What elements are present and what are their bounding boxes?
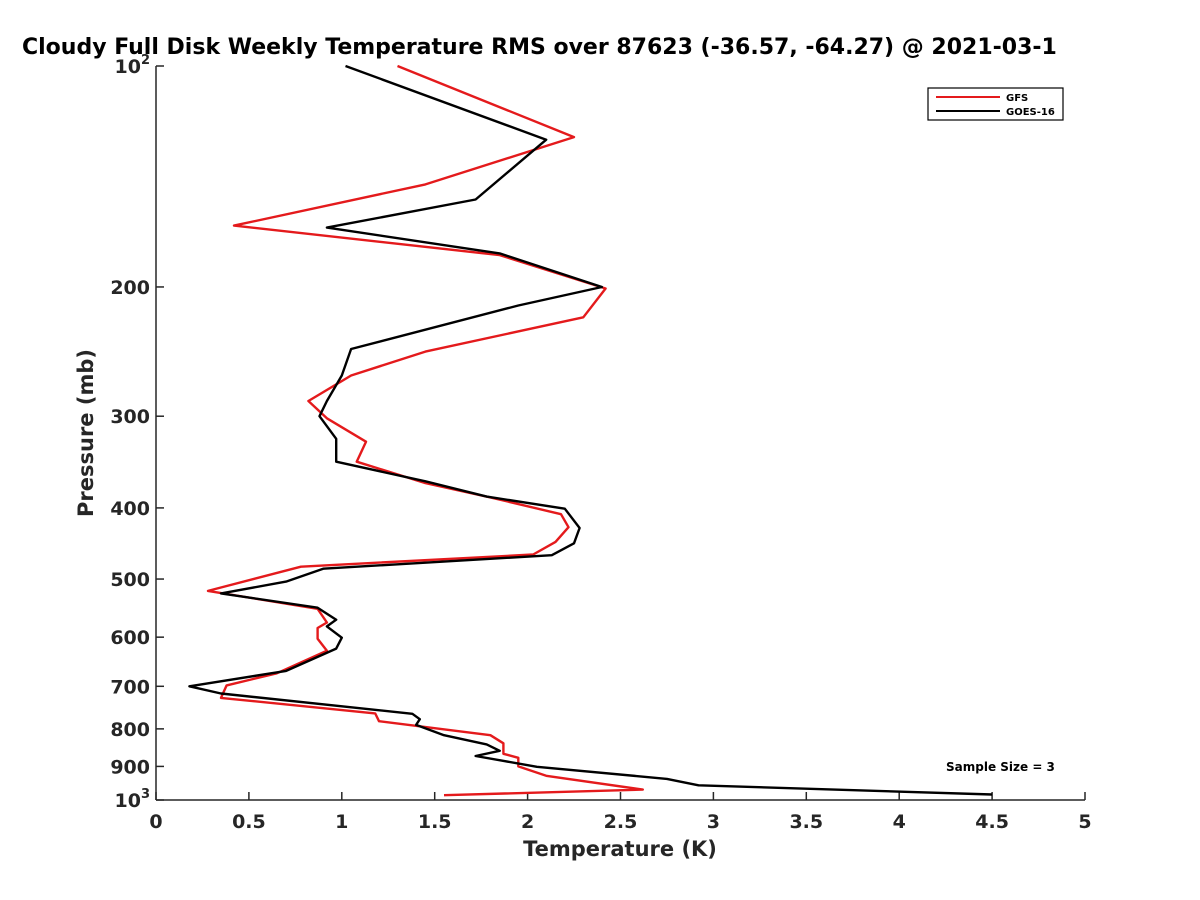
y-tick-base: 10 xyxy=(115,790,141,812)
legend: GFS GOES-16 xyxy=(927,87,1064,121)
legend-box xyxy=(927,87,1064,121)
legend-label-gfs: GFS xyxy=(1006,93,1028,104)
x-tick-label: 0 xyxy=(149,811,162,833)
x-tick-label: 3.5 xyxy=(789,811,823,833)
x-tick-label: 0.5 xyxy=(232,811,266,833)
y-tick-exponent: 3 xyxy=(141,787,150,802)
y-tick-label: 400 xyxy=(110,498,150,520)
y-tick-label: 103 xyxy=(115,787,151,812)
chart-title: Cloudy Full Disk Weekly Temperature RMS … xyxy=(22,35,1057,60)
y-tick-label: 500 xyxy=(110,569,150,591)
x-tick-label: 2 xyxy=(521,811,534,833)
legend-label-goes16: GOES-16 xyxy=(1006,107,1055,118)
x-tick-label: 5 xyxy=(1078,811,1091,833)
y-tick-exponent: 2 xyxy=(141,53,150,68)
x-tick-label: 3 xyxy=(707,811,720,833)
plot-area xyxy=(155,66,1085,801)
x-tick-label: 2.5 xyxy=(604,811,638,833)
x-ticks: 0 0.5 1 1.5 2 2.5 3 3.5 4 4.5 5 xyxy=(149,792,1092,833)
x-tick-label: 4 xyxy=(893,811,906,833)
series-line-gfs xyxy=(206,64,644,797)
y-axis-label: Pressure (mb) xyxy=(74,349,98,517)
y-tick-label: 600 xyxy=(110,627,150,649)
sample-size-annotation: Sample Size = 3 xyxy=(946,760,1055,774)
y-tick-label: 900 xyxy=(110,756,150,778)
y-tick-label: 800 xyxy=(110,719,150,741)
y-tick-label: 102 xyxy=(115,53,151,78)
series-line-goes16 xyxy=(188,64,993,796)
x-axis-label: Temperature (K) xyxy=(523,837,717,861)
y-tick-label: 700 xyxy=(110,676,150,698)
x-tick-label: 1.5 xyxy=(418,811,452,833)
series-lines xyxy=(188,64,993,797)
y-tick-label: 300 xyxy=(110,406,150,428)
x-tick-label: 4.5 xyxy=(975,811,1009,833)
y-tick-label: 200 xyxy=(110,277,150,299)
x-tick-label: 1 xyxy=(335,811,348,833)
y-tick-base: 10 xyxy=(115,56,141,78)
